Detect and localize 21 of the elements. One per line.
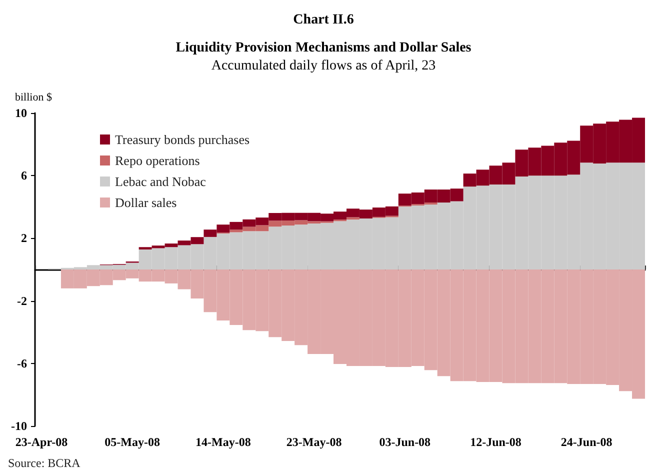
- y-tick-label: 2: [21, 231, 27, 246]
- legend-label: Repo operations: [115, 153, 200, 168]
- legend-label: Dollar sales: [115, 195, 177, 210]
- chart-subtitle: Liquidity Provision Mechanisms and Dollar Sales Accumulated daily flows as of April, 23: [176, 40, 472, 74]
- x-tick-label: 03-Jun-08: [379, 435, 431, 449]
- x-tick-label: 24-Jun-08: [560, 435, 612, 449]
- y-tick-label: -10: [11, 419, 27, 433]
- y-tick-label: 10: [15, 106, 27, 120]
- x-tick-label: 23-Apr-08: [15, 435, 68, 449]
- y-axis-title: billion $: [15, 92, 52, 104]
- x-tick-label: 05-May-08: [104, 435, 160, 449]
- legend-label: Treasury bonds purchases: [115, 132, 250, 147]
- chart-title: Chart II.6: [293, 12, 354, 28]
- y-tick-label: -6: [17, 356, 27, 370]
- x-tick-label: 14-May-08: [196, 435, 251, 449]
- source-note: Source: BCRA: [8, 456, 81, 470]
- x-tick-label: 23-May-08: [286, 435, 342, 449]
- y-tick-label: 6: [21, 168, 27, 183]
- x-tick-label: 12-Jun-08: [470, 435, 522, 449]
- y-tick-label: -2: [17, 294, 27, 308]
- legend-label: Lebac and Nobac: [115, 174, 206, 189]
